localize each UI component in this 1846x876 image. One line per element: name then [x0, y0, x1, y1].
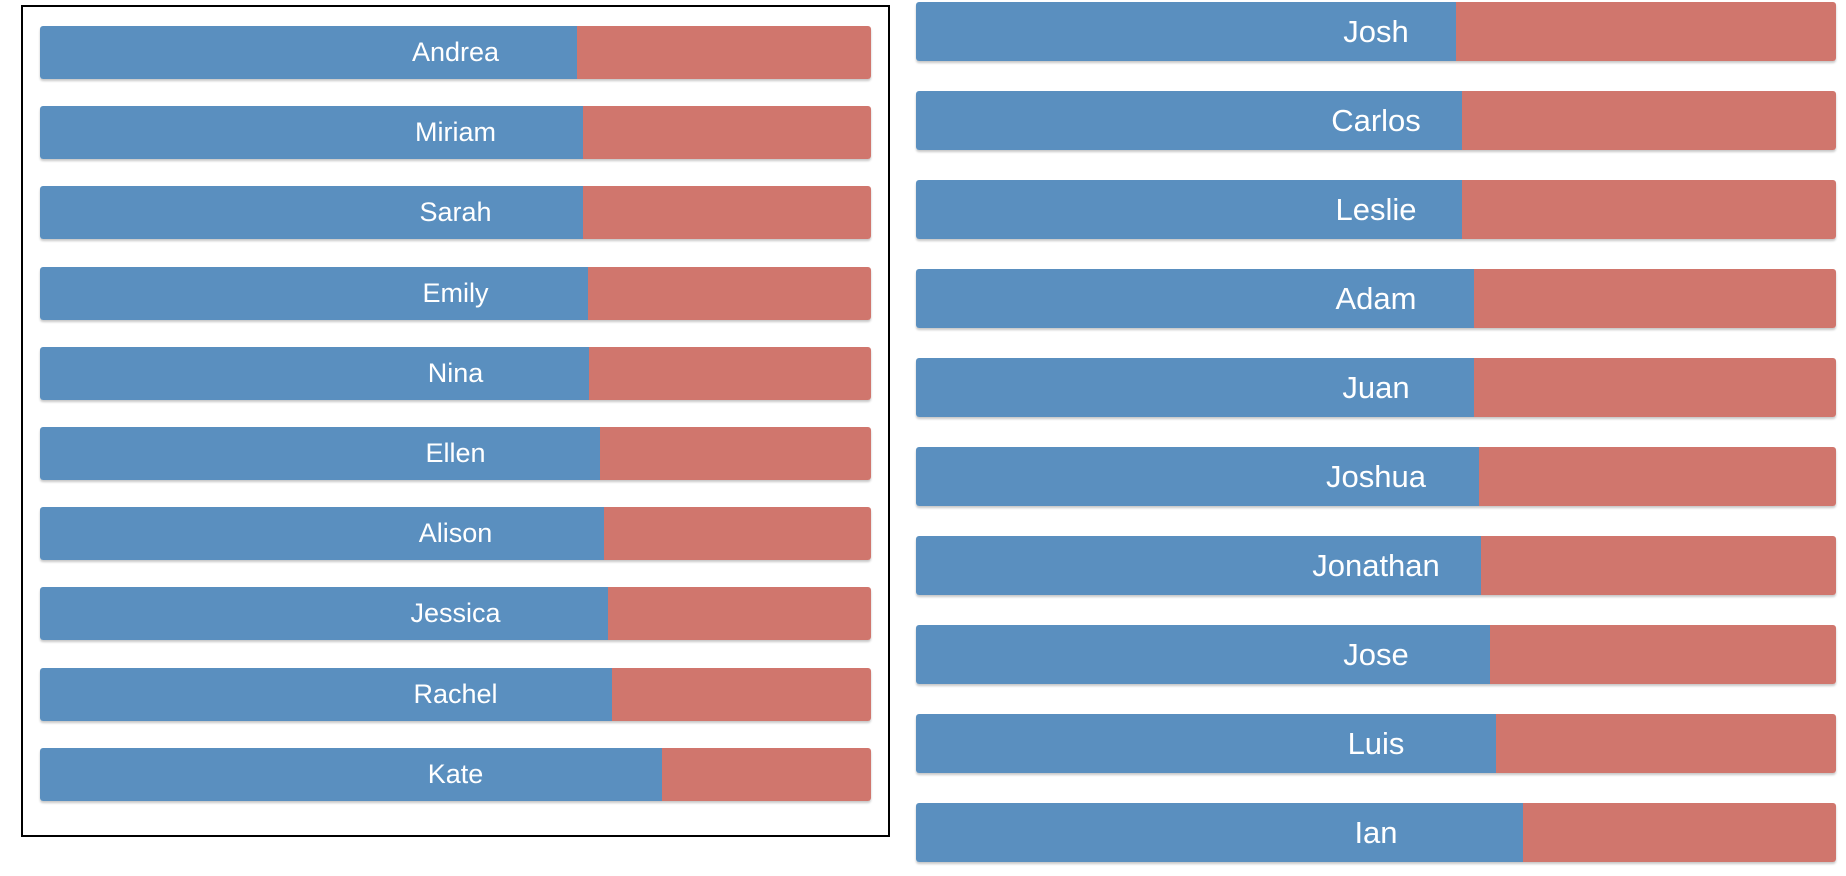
- bar-sarah: Sarah: [40, 186, 871, 240]
- bar-label: Jose: [1343, 636, 1409, 672]
- bar-segment-blue: [40, 747, 662, 801]
- bar-segment-blue: [40, 667, 612, 721]
- left-chart-panel: Andrea Miriam Sarah Emily Nina Ellen Alison Jes…: [21, 5, 890, 837]
- bar-segment-blue: [40, 587, 609, 641]
- bar-label: Rachel: [413, 678, 498, 709]
- bar-label: Kate: [427, 758, 484, 789]
- bar-jessica: Jessica: [40, 587, 871, 641]
- bar-joshua: Joshua: [916, 447, 1836, 506]
- bar-label: Ellen: [425, 438, 486, 468]
- bar-label: Ian: [1354, 814, 1398, 850]
- bar-label: Jonathan: [1312, 547, 1440, 583]
- bar-segment-red: [1480, 536, 1836, 595]
- bar-segment-blue: [916, 180, 1462, 239]
- bar-label: Emily: [422, 277, 489, 308]
- bar-segment-red: [1490, 625, 1836, 684]
- bar-segment-red: [611, 667, 871, 721]
- bar-jonathan: Jonathan: [916, 536, 1836, 595]
- bar-label: Josh: [1343, 13, 1409, 49]
- bar-segment-red: [608, 587, 871, 641]
- bar-segment-red: [1495, 714, 1836, 773]
- bar-label: Andrea: [411, 37, 500, 67]
- bar-ellen: Ellen: [40, 427, 871, 480]
- bar-segment-blue: [40, 266, 589, 320]
- bar-rachel: Rachel: [40, 667, 871, 721]
- bar-segment-red: [589, 346, 871, 400]
- bar-carlos: Carlos: [916, 91, 1836, 150]
- bar-segment-red: [588, 266, 871, 320]
- bar-segment-red: [576, 26, 871, 79]
- bar-segment-blue: [916, 714, 1496, 773]
- bar-adam: Adam: [916, 269, 1836, 328]
- bar-segment-red: [1461, 180, 1836, 239]
- bar-josh: Josh: [916, 2, 1836, 61]
- bar-segment-blue: [40, 26, 577, 79]
- bar-ian: Ian: [916, 803, 1836, 862]
- bar-juan: Juan: [916, 358, 1836, 417]
- right-chart-panel: Josh Carlos Leslie Adam Juan Joshua Jonathan Jo…: [916, 0, 1836, 876]
- bar-segment-blue: [916, 269, 1474, 328]
- bar-segment-blue: [916, 2, 1457, 61]
- bar-label: Jessica: [410, 598, 501, 629]
- bar-label: Nina: [427, 357, 484, 388]
- bar-segment-blue: [916, 358, 1475, 417]
- bar-label: Sarah: [419, 197, 492, 228]
- bar-segment-blue: [40, 507, 605, 561]
- bar-emily: Emily: [40, 266, 871, 320]
- bar-miriam: Miriam: [40, 106, 871, 160]
- bar-kate: Kate: [40, 747, 871, 801]
- bar-segment-red: [583, 106, 871, 160]
- bar-segment-red: [600, 427, 871, 480]
- bar-segment-blue: [916, 447, 1480, 506]
- bar-segment-blue: [40, 186, 584, 240]
- bar-segment-red: [1461, 91, 1836, 150]
- bar-segment-red: [1474, 358, 1836, 417]
- bar-label: Miriam: [415, 117, 496, 148]
- bar-label: Joshua: [1326, 458, 1426, 494]
- bar-label: Luis: [1347, 725, 1405, 761]
- bar-segment-red: [604, 507, 871, 561]
- bar-segment-red: [1456, 2, 1836, 61]
- bar-segment-blue: [916, 625, 1491, 684]
- bar-segment-blue: [916, 803, 1524, 862]
- bar-andrea: Andrea: [40, 26, 871, 79]
- bar-segment-red: [583, 186, 871, 240]
- bar-segment-red: [1473, 269, 1836, 328]
- bar-nina: Nina: [40, 346, 871, 400]
- bar-alison: Alison: [40, 507, 871, 561]
- bar-label: Juan: [1342, 369, 1410, 405]
- bar-segment-blue: [40, 106, 584, 160]
- bar-segment-blue: [40, 346, 590, 400]
- bar-segment-blue: [916, 536, 1481, 595]
- bar-luis: Luis: [916, 714, 1836, 773]
- bar-segment-blue: [916, 91, 1462, 150]
- bar-label: Carlos: [1331, 102, 1421, 138]
- bar-jose: Jose: [916, 625, 1836, 684]
- bar-label: Leslie: [1335, 191, 1417, 227]
- bar-segment-red: [1479, 447, 1836, 506]
- bar-segment-blue: [40, 427, 601, 480]
- bar-leslie: Leslie: [916, 180, 1836, 239]
- bar-label: Adam: [1335, 280, 1417, 316]
- bar-label: Alison: [418, 518, 493, 549]
- bar-segment-red: [661, 747, 871, 801]
- bar-segment-red: [1523, 803, 1836, 862]
